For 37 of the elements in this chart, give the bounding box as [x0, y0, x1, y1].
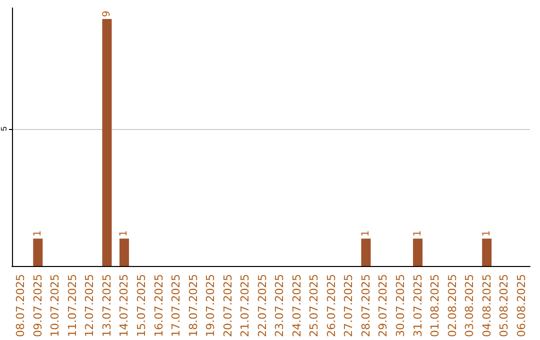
x-tick-label: 08.07.2025 — [14, 274, 28, 338]
x-tick-label: 19.07.2025 — [204, 274, 218, 338]
x-tick-label: 20.07.2025 — [221, 274, 234, 338]
x-tick-label: 26.07.2025 — [324, 274, 338, 338]
x-tick-label: 28.07.2025 — [359, 274, 372, 338]
data-label: 1 — [32, 230, 44, 237]
x-tick-label: 09.07.2025 — [31, 274, 44, 338]
x-tick-label: 10.07.2025 — [48, 274, 62, 338]
x-tick-label: 04.08.2025 — [480, 274, 494, 338]
x-tick-label: 02.08.2025 — [446, 274, 459, 338]
data-label: 1 — [412, 230, 424, 237]
y-tick-label: 5 — [0, 126, 8, 131]
x-tick-label: 22.07.2025 — [256, 274, 269, 338]
x-tick-label: 11.07.2025 — [66, 274, 79, 338]
data-label: 1 — [481, 230, 492, 237]
x-tick-label: 31.07.2025 — [411, 274, 424, 338]
x-tick-label: 24.07.2025 — [290, 274, 304, 338]
x-tick-label: 16.07.2025 — [152, 274, 166, 338]
data-label: 1 — [118, 230, 130, 237]
x-tick-label: 15.07.2025 — [135, 274, 148, 338]
x-tick-label: 05.08.2025 — [498, 274, 511, 338]
x-tick-label: 18.07.2025 — [186, 274, 200, 338]
x-tick-label: 12.07.2025 — [83, 274, 96, 338]
x-tick-label: 14.07.2025 — [118, 274, 131, 338]
data-label: 9 — [101, 10, 112, 17]
x-tick-label: 13.07.2025 — [100, 274, 114, 338]
x-tick-label: 29.07.2025 — [376, 274, 390, 338]
x-tick-label: 25.07.2025 — [308, 274, 321, 338]
x-tick-label: 03.08.2025 — [463, 274, 476, 338]
x-tick-label: 23.07.2025 — [273, 274, 286, 338]
x-tick-label: 06.08.2025 — [514, 274, 528, 338]
x-tick-label: 01.08.2025 — [428, 274, 442, 338]
x-tick-label: 30.07.2025 — [394, 274, 407, 338]
x-tick-label: 21.07.2025 — [238, 274, 252, 338]
x-tick-label: 17.07.2025 — [170, 274, 183, 338]
data-label: 1 — [360, 230, 372, 237]
x-tick-label: 27.07.2025 — [342, 274, 356, 338]
